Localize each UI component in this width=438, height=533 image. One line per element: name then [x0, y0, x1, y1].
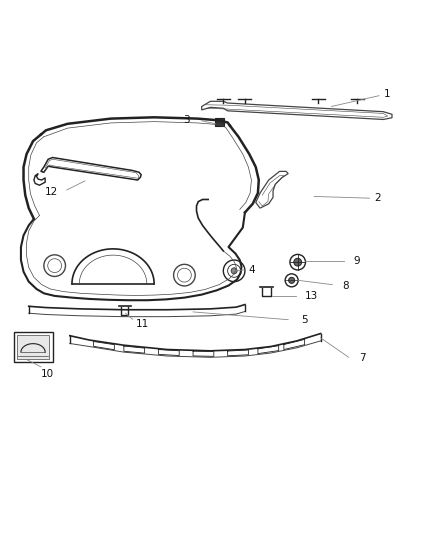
Text: 4: 4 — [248, 265, 255, 275]
Text: 7: 7 — [360, 353, 366, 363]
Text: 1: 1 — [383, 90, 390, 99]
Text: 13: 13 — [304, 291, 318, 301]
Bar — [17, 335, 49, 359]
Text: 9: 9 — [353, 256, 360, 266]
Bar — [14, 332, 53, 361]
Circle shape — [289, 277, 295, 284]
Text: 8: 8 — [342, 281, 349, 291]
Circle shape — [231, 268, 237, 274]
Text: 11: 11 — [136, 319, 149, 328]
Text: 5: 5 — [301, 314, 308, 325]
Text: 3: 3 — [183, 115, 190, 125]
Bar — [215, 118, 224, 126]
Text: 2: 2 — [374, 193, 381, 203]
Text: 10: 10 — [41, 369, 54, 379]
Text: 12: 12 — [45, 187, 58, 197]
Circle shape — [294, 259, 302, 266]
